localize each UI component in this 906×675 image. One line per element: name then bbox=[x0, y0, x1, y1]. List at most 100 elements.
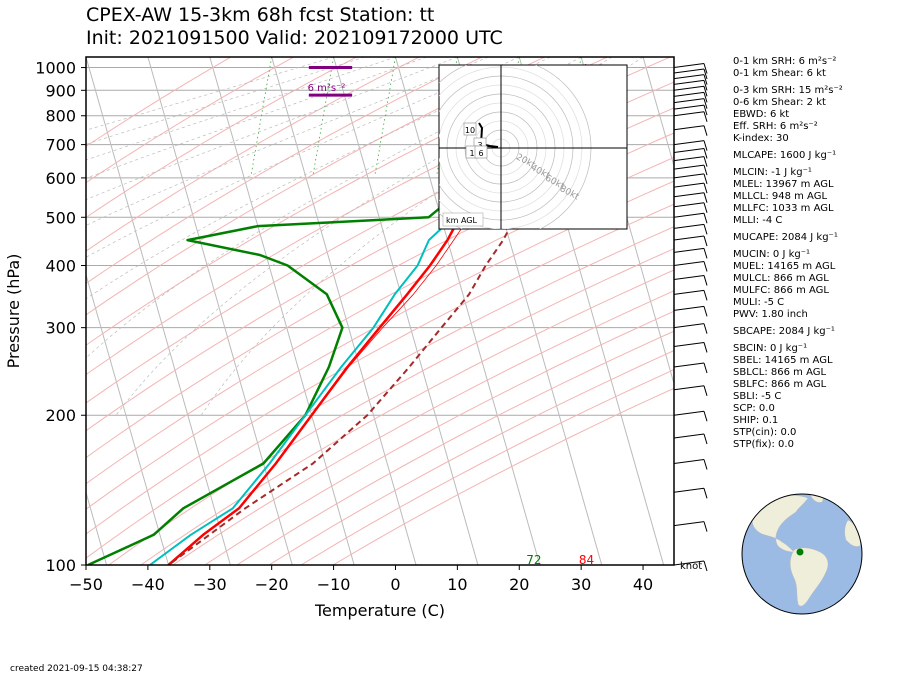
dry-adiabat bbox=[86, 57, 357, 219]
wind-barb-flag bbox=[703, 148, 708, 159]
param-mulcl: MULCL: 866 m AGL bbox=[733, 273, 829, 284]
wind-barb bbox=[673, 74, 708, 85]
y-tick-label: 500 bbox=[45, 208, 76, 227]
x-tick-label: −30 bbox=[193, 575, 227, 594]
wind-barb bbox=[673, 458, 708, 470]
x-tick-label: −20 bbox=[255, 575, 289, 594]
wind-barb-shaft bbox=[673, 560, 705, 566]
hodograph-height-label: 3 bbox=[477, 141, 482, 150]
dry-adiabat bbox=[86, 226, 674, 559]
wind-barb-flag bbox=[703, 362, 708, 374]
wind-barb-shaft bbox=[673, 274, 705, 280]
param-pwv: PWV: 1.80 inch bbox=[733, 309, 808, 320]
x-axis-label: Temperature (C) bbox=[314, 601, 445, 620]
wind-barb-shaft bbox=[673, 458, 705, 464]
param-muli: MULI: -5 C bbox=[733, 297, 785, 308]
wind-barb-shaft bbox=[673, 173, 705, 179]
wind-barb-flag bbox=[703, 164, 708, 176]
plot-frame bbox=[85, 56, 675, 566]
y-tick-label: 200 bbox=[45, 406, 76, 425]
hodograph-legend-label: km AGL bbox=[446, 216, 478, 225]
wind-barb-flag bbox=[703, 140, 708, 151]
wind-barb-flag bbox=[703, 98, 708, 109]
moist-adiabat bbox=[86, 57, 396, 161]
wind-barb-shaft bbox=[673, 323, 705, 329]
wind-barb-shaft bbox=[673, 156, 705, 162]
wind-barb-flag bbox=[703, 125, 708, 136]
wind-barb-flag bbox=[703, 104, 708, 116]
y-tick-label: 300 bbox=[45, 319, 76, 338]
wind-barb-flag bbox=[703, 521, 708, 532]
wind-barb-flag bbox=[703, 182, 708, 194]
wind-barb bbox=[673, 104, 708, 116]
x-tick-label: 30 bbox=[571, 575, 591, 594]
wind-barb-shaft bbox=[673, 147, 705, 153]
wind-barb bbox=[673, 289, 708, 301]
wind-barb bbox=[673, 305, 708, 317]
wind-barb-flag bbox=[703, 156, 708, 167]
wind-barb bbox=[673, 323, 708, 334]
param-sbcin: SBCIN: 0 J kg⁻¹ bbox=[733, 343, 808, 354]
wind-barb bbox=[673, 212, 708, 224]
wind-barb bbox=[673, 79, 708, 91]
wind-barb bbox=[673, 140, 708, 151]
hodograph-height-box bbox=[463, 122, 477, 136]
param-stp-fix: STP(fix): 0.0 bbox=[733, 439, 794, 450]
wind-barb bbox=[673, 68, 708, 80]
wind-barb bbox=[673, 125, 708, 136]
wind-barb bbox=[673, 433, 708, 445]
wind-barb-shaft bbox=[673, 247, 705, 253]
param-sbel: SBEL: 14165 m AGL bbox=[733, 355, 833, 366]
y-tick-label: 700 bbox=[45, 136, 76, 155]
hodograph-height-label: 1 bbox=[469, 149, 474, 158]
srh-bar-label: 6 m²s⁻² bbox=[308, 83, 346, 94]
wind-barb-flag bbox=[703, 306, 708, 317]
wind-barb bbox=[673, 147, 708, 159]
x-tick-label: 10 bbox=[447, 575, 467, 594]
wind-barb-shaft bbox=[673, 385, 705, 391]
dry-adiabat bbox=[86, 203, 674, 535]
dry-adiabat bbox=[204, 310, 674, 565]
wind-barb bbox=[673, 487, 708, 499]
param-eff-srh: Eff. SRH: 6 m²s⁻² bbox=[733, 121, 818, 132]
param-mllfc: MLLFC: 1033 m AGL bbox=[733, 203, 834, 214]
param-sbli: SBLI: -5 C bbox=[733, 391, 782, 402]
wind-barb bbox=[673, 261, 708, 272]
surface-temperature-label: 84 bbox=[579, 553, 594, 567]
param-mlli: MLLI: -4 C bbox=[733, 215, 783, 226]
wind-barb-flag bbox=[703, 68, 708, 80]
y-tick-label: 400 bbox=[45, 256, 76, 275]
wind-barb-flag bbox=[703, 173, 708, 185]
moist-adiabat bbox=[86, 57, 365, 145]
wind-barb-shaft bbox=[673, 261, 705, 266]
wind-barb-flag bbox=[703, 261, 708, 272]
x-tick-label: 0 bbox=[390, 575, 400, 594]
wind-barb bbox=[673, 521, 708, 532]
wind-barb-shaft bbox=[673, 182, 705, 188]
param-muel: MUEL: 14165 m AGL bbox=[733, 261, 836, 272]
wind-barb-flag bbox=[703, 459, 708, 470]
wind-barb-shaft bbox=[673, 104, 705, 110]
wind-barb-shaft bbox=[673, 125, 705, 131]
wind-barb-flag bbox=[703, 111, 708, 122]
wind-barb bbox=[673, 341, 708, 353]
wind-barb bbox=[673, 560, 708, 572]
wind-barb-flag bbox=[703, 342, 708, 353]
wind-barb-shaft bbox=[673, 63, 705, 69]
isotherm-line bbox=[209, 57, 355, 565]
param-shear-06: 0-6 km Shear: 2 kt bbox=[733, 97, 826, 108]
param-kindex: K-index: 30 bbox=[733, 133, 789, 144]
station-marker bbox=[796, 548, 804, 556]
y-tick-label: 600 bbox=[45, 169, 76, 188]
wind-barb-shaft bbox=[673, 111, 705, 117]
isotherm-line bbox=[271, 57, 417, 565]
north-america-landmass bbox=[752, 495, 809, 553]
param-mucape: MUCAPE: 2084 J kg⁻¹ bbox=[733, 232, 838, 243]
wind-barb bbox=[673, 362, 708, 374]
wind-barb-shaft bbox=[673, 98, 705, 104]
wind-barb-flag bbox=[703, 192, 708, 203]
wind-barb-shaft bbox=[673, 79, 705, 85]
param-srh-03: 0-3 km SRH: 15 m²s⁻² bbox=[733, 85, 843, 96]
dry-adiabat bbox=[86, 57, 420, 252]
param-sblcl: SBLCL: 866 m AGL bbox=[733, 367, 827, 378]
